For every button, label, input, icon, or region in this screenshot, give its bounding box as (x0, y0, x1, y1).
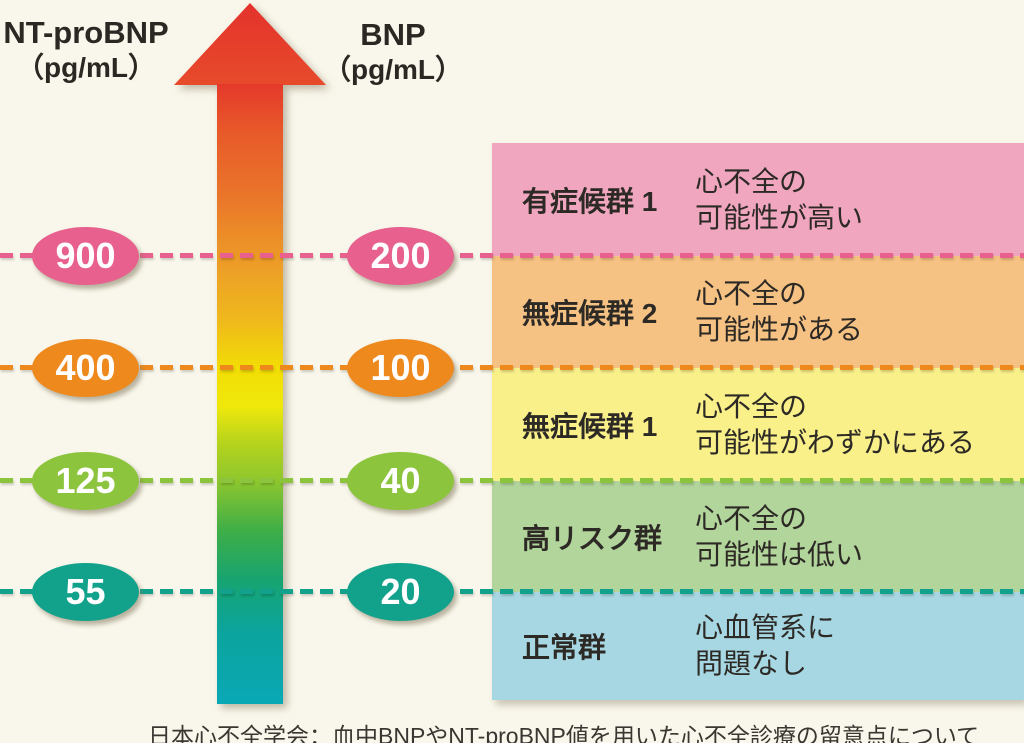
bnp-badge-20: 20 (347, 563, 454, 621)
bnp-axis-label: BNP （pg/mL） (300, 16, 486, 87)
band-label: 高リスク群 (522, 522, 663, 554)
band-description-line2: 可能性がわずかにある (695, 426, 976, 458)
classification-panel: 有症候群 1 心不全の 可能性が高い 無症候群 2 心不全の 可能性がある 無症… (492, 143, 1024, 700)
band-description: 心血管系に 問題なし (695, 610, 835, 682)
threshold-line-900-200 (0, 253, 1024, 258)
bnp-axis-name: BNP (360, 17, 426, 52)
severity-gradient-shaft (217, 84, 283, 704)
band-description-line1: 心不全の (695, 165, 808, 197)
band-description: 心不全の 可能性がわずかにある (695, 389, 975, 461)
threshold-line-55-20 (0, 589, 1024, 594)
bnp-axis-unit: （pg/mL） (323, 54, 463, 86)
band-description-line1: 心不全の (695, 390, 808, 422)
band-symptomatic-1: 有症候群 1 心不全の 可能性が高い (492, 143, 1024, 256)
band-description-line1: 心不全の (695, 502, 808, 534)
nt-probnp-axis-label: NT-proBNP （pg/mL） (0, 14, 184, 85)
nt-probnp-badge-55: 55 (32, 563, 139, 621)
threshold-line-125-40 (0, 478, 1024, 483)
nt-probnp-axis-name: NT-proBNP (3, 15, 169, 50)
nt-probnp-badge-125: 125 (32, 452, 139, 510)
band-description: 心不全の 可能性がある (695, 276, 863, 348)
band-label: 有症候群 1 (522, 185, 658, 217)
nt-probnp-badge-400: 400 (32, 339, 139, 397)
nt-probnp-badge-900: 900 (32, 227, 139, 285)
band-description: 心不全の 可能性が高い (695, 164, 863, 236)
band-description-line2: 可能性が高い (695, 201, 864, 233)
band-label: 無症候群 2 (522, 298, 658, 329)
source-citation: 日本心不全学会：血中BNPやNT-proBNP値を用いた心不全診療の留意点につい… (148, 723, 980, 743)
threshold-line-400-100 (0, 365, 1024, 370)
band-asymptomatic-2: 無症候群 2 心不全の 可能性がある (492, 256, 1024, 368)
band-high-risk: 高リスク群 心不全の 可能性は低い (492, 481, 1024, 592)
band-description-line2: 問題なし (695, 648, 808, 679)
bnp-badge-40: 40 (347, 452, 454, 510)
band-description-line1: 心不全の (695, 278, 808, 310)
band-normal: 正常群 心血管系に 問題なし (492, 592, 1024, 700)
nt-probnp-axis-unit: （pg/mL） (16, 52, 156, 84)
band-description-line2: 可能性がある (695, 314, 864, 345)
band-asymptomatic-1: 無症候群 1 心不全の 可能性がわずかにある (492, 368, 1024, 481)
bnp-badge-100: 100 (347, 339, 454, 397)
bnp-badge-200: 200 (347, 227, 454, 285)
band-label: 無症候群 1 (522, 410, 658, 442)
band-label: 正常群 (522, 632, 607, 663)
band-description-line2: 可能性は低い (695, 538, 864, 570)
band-description: 心不全の 可能性は低い (695, 501, 863, 573)
band-description-line1: 心血管系に (695, 612, 836, 644)
